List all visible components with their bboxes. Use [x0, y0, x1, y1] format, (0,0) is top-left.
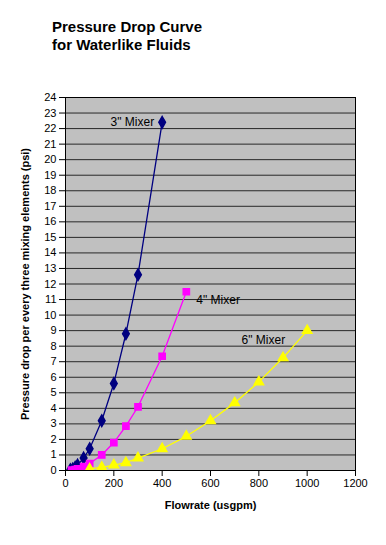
svg-text:3" Mixer: 3" Mixer [111, 115, 155, 129]
svg-text:21: 21 [44, 138, 56, 150]
svg-text:9: 9 [50, 324, 56, 336]
svg-text:13: 13 [44, 262, 56, 274]
svg-text:4: 4 [50, 402, 56, 414]
svg-text:1200: 1200 [343, 477, 367, 489]
svg-text:15: 15 [44, 231, 56, 243]
svg-text:200: 200 [105, 477, 123, 489]
svg-text:Pressure drop per every three: Pressure drop per every three mixing ele… [19, 148, 31, 420]
svg-text:0: 0 [62, 477, 68, 489]
svg-text:12: 12 [44, 278, 56, 290]
svg-text:11: 11 [45, 293, 56, 305]
svg-text:7: 7 [50, 355, 56, 367]
svg-text:3: 3 [50, 417, 56, 429]
svg-text:Flowrate (usgpm): Flowrate (usgpm) [165, 499, 257, 511]
svg-text:22: 22 [44, 122, 56, 134]
svg-text:20: 20 [44, 153, 56, 165]
svg-text:23: 23 [44, 107, 56, 119]
svg-text:8: 8 [50, 340, 56, 352]
svg-text:18: 18 [44, 184, 56, 196]
svg-text:600: 600 [201, 477, 219, 489]
svg-text:17: 17 [44, 200, 56, 212]
svg-text:800: 800 [250, 477, 268, 489]
svg-text:0: 0 [50, 464, 56, 476]
svg-text:14: 14 [44, 246, 56, 258]
svg-text:19: 19 [44, 169, 56, 181]
svg-text:6: 6 [50, 371, 56, 383]
svg-text:24: 24 [44, 91, 56, 103]
svg-text:2: 2 [50, 433, 56, 445]
svg-text:10: 10 [44, 309, 56, 321]
svg-text:4" Mixer: 4" Mixer [196, 293, 240, 307]
svg-text:1000: 1000 [295, 477, 319, 489]
svg-text:1: 1 [50, 448, 56, 460]
html-text:Pressure Drop Curve for Waterl: Pressure Drop Curve for Waterlike Fluids [52, 18, 203, 53]
svg-text:400: 400 [153, 477, 171, 489]
svg-text:16: 16 [44, 215, 56, 227]
svg-text:5: 5 [50, 386, 56, 398]
svg-text:6" Mixer: 6" Mixer [242, 333, 286, 347]
